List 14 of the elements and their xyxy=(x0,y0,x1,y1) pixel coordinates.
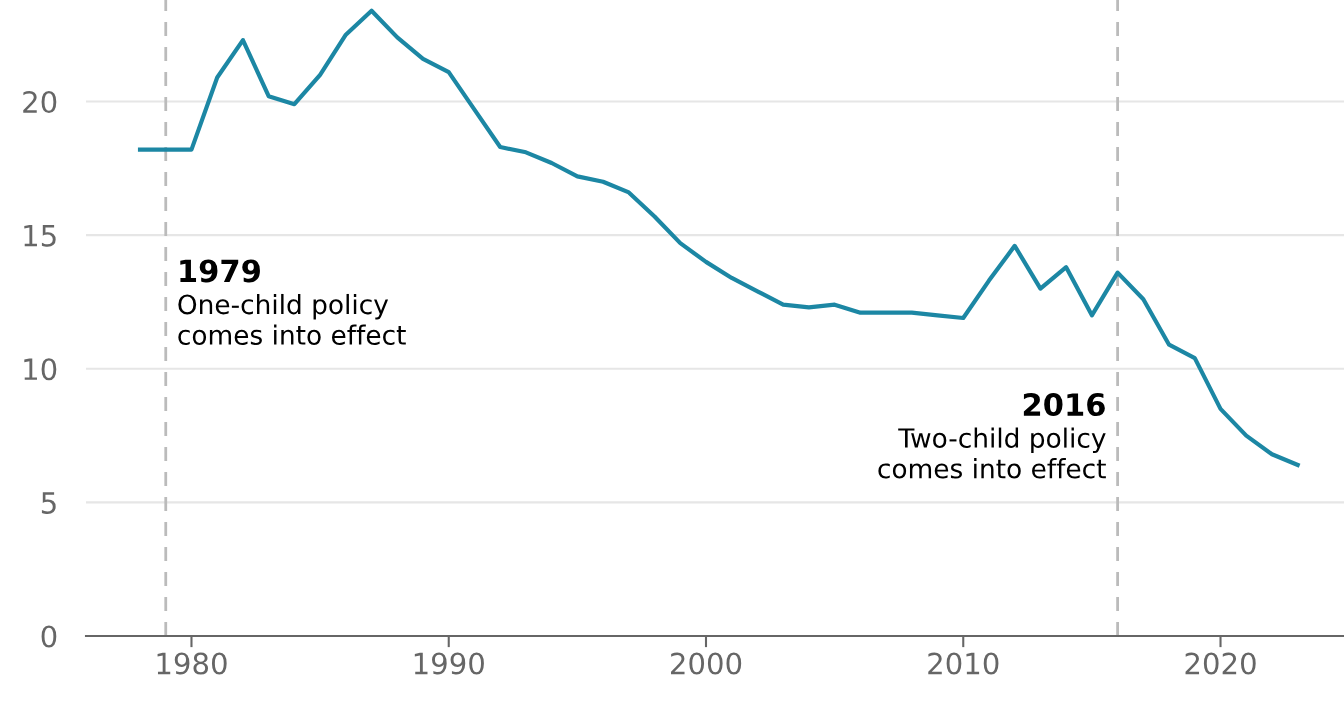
annotation: One-child policy comes into effect xyxy=(178,293,406,345)
y-tick-label: 5 xyxy=(41,492,56,514)
y-tick-label: 20 xyxy=(23,90,57,114)
y-tick-label: 10 xyxy=(24,358,57,381)
ref-line-label: 2016 xyxy=(1023,392,1105,417)
y-tick-label: 15 xyxy=(24,224,56,247)
x-tick-label: 2000 xyxy=(671,652,742,675)
y-tick-label: 0 xyxy=(41,625,57,648)
x-tick-label: 1980 xyxy=(157,652,227,675)
x-tick-label: 2020 xyxy=(1185,652,1256,675)
ref-line-label: 1979 xyxy=(180,259,260,283)
annotation: Two-child policy comes into effect xyxy=(878,427,1106,479)
x-tick-label: 2010 xyxy=(928,652,999,675)
x-tick-label: 1990 xyxy=(414,652,484,675)
